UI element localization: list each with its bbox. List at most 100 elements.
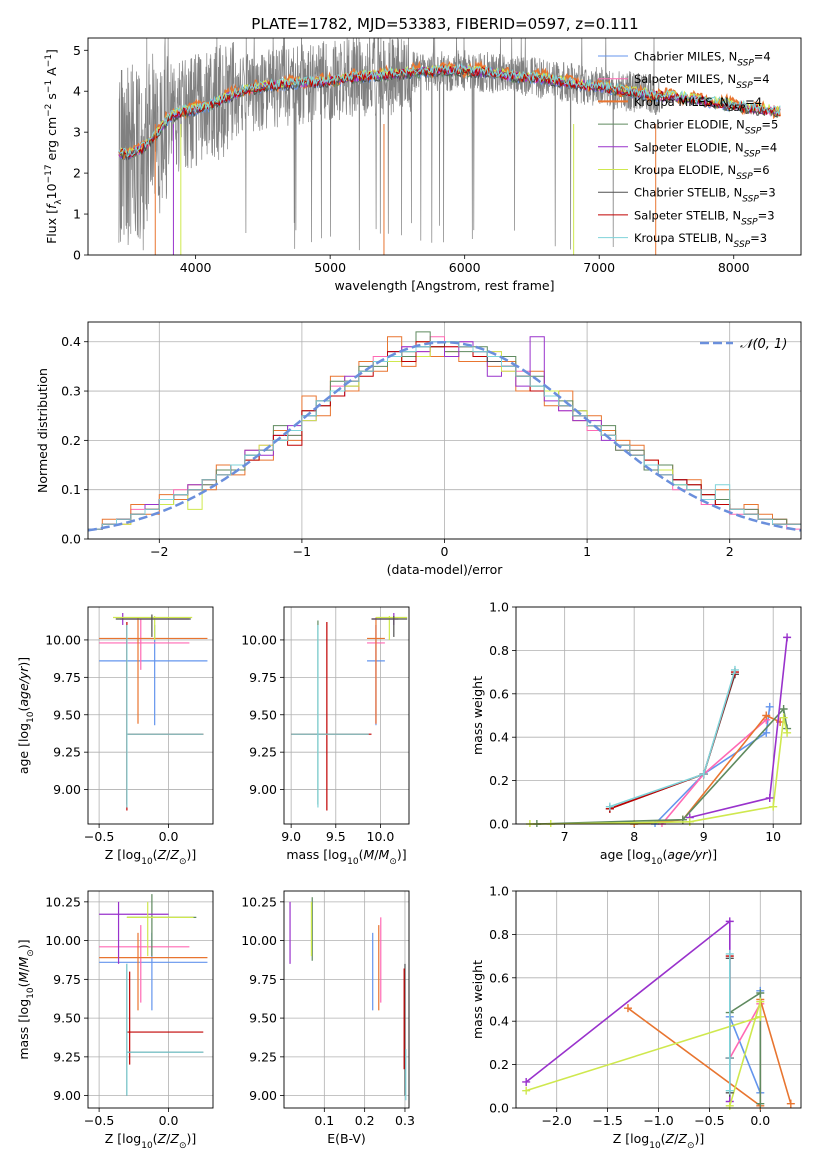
weight-series-line [525,1001,762,1107]
panel-plot-area [525,633,792,827]
legend-entry-label-part: =3 [759,186,776,200]
axes-frame [87,890,214,1109]
x-axis-label-part: Z [log [105,847,141,862]
legend-entry-label-part: SSP [741,217,758,227]
x-axis-label-part: age [log [600,847,651,862]
y-tick-label: 10.00 [45,933,81,948]
mass-vs-EBV-panel: 0.1 0.2 0.3 9.00 9.25 9.50 9.75 10.00 10.25 E(B-V… [241,890,415,1146]
y-axis-label-part: 10 [44,183,59,199]
legend-entry-label-part: Kroupa MILES, N [634,95,729,109]
legend-entry-label-part: Kroupa STELIB, N [634,231,734,245]
weight-series-line [729,1003,761,1059]
y-tick-label: 1.0 [489,884,509,899]
legend-entry-label-part: =4 [745,95,762,109]
y-axis-label: mass weight [470,676,485,755]
x-axis-label-part: / [374,847,379,862]
x-axis-label-part: M [364,847,375,862]
y-axis-label-part: M [16,972,31,983]
spectrum-panel: 4000 5000 6000 7000 8000 0 1 2 3 4 5 wavelength [An… [44,37,802,293]
plots-layer: 4000 5000 6000 7000 8000 0 1 2 3 4 5 wavelength [An… [16,37,802,1151]
x-tick-label: 4000 [180,260,212,275]
weight-point-marker [725,1054,734,1063]
y-axis-label: Normed distribution [35,368,50,493]
x-axis-label-part: / [674,1131,679,1146]
x-tick-label: 0 [441,544,449,559]
legend-entry-label-part: Chabrier MILES, N [634,50,737,64]
weight-point-marker [756,988,765,997]
y-tick-label: 0.4 [489,730,509,745]
x-axis-label-part: ⊙ [179,857,187,867]
y-tick-label: 0.2 [61,433,81,448]
legend-entry-label-part: SSP [736,172,753,182]
x-axis-label-part: ⊙ [389,857,397,867]
weight-point-marker [725,1086,734,1095]
x-axis-label-part: )] [707,847,717,862]
y-axis-label-part: 10 [26,711,36,723]
x-axis-label-part: )] [694,1131,704,1146]
weight-point-marker [522,1077,531,1086]
y-tick-label: 9.25 [53,745,81,760]
model-spectrum-line [118,65,781,158]
x-tick-label: 9.0 [281,829,301,844]
axes-frame [87,606,214,825]
panel-plot-area [99,612,208,811]
weight-point-marker [756,997,765,1006]
y-tick-label: 10.00 [45,632,81,647]
panel-plot-area [291,612,408,811]
y-tick-label: 3 [73,125,81,140]
y-tick-label: 9.00 [53,782,81,797]
legend-entry-label-part: =6 [753,163,770,177]
legend-entry-label-part: SSP [729,104,746,114]
y-tick-label: 9.75 [53,972,81,987]
y-tick-label: 9.50 [53,707,81,722]
y-tick-label: 9.00 [53,1088,81,1103]
legend-entry-label-part: SSP [736,81,753,91]
weight-series-line [536,707,788,825]
y-tick-label: 0.2 [489,1057,509,1072]
y-axis-label: mass weight [470,960,485,1039]
y-axis-label-part: mass [log [16,999,31,1060]
legend-entry-label: Chabrier MILES, NSSP=4 [634,50,771,69]
legend-entry-label-part: Salpeter STELIB, N [634,208,741,222]
x-tick-label: −2.0 [542,1113,572,1128]
y-axis-label-part: 10 [26,987,36,999]
x-axis-label-part: Z [169,1131,179,1146]
x-axis-label-part: 10 [347,857,359,867]
x-tick-label: 0.3 [395,1113,415,1128]
axes-frame [515,606,802,825]
axes-frame [515,890,802,1109]
weight-point-marker [762,728,771,737]
legend-entry-label: Chabrier STELIB, NSSP=3 [634,186,776,205]
x-axis-label-part: ( [661,1131,666,1146]
y-axis-label-part: ( [16,707,31,712]
x-tick-label: 0.0 [159,1113,179,1128]
y-tick-label: 0.4 [61,334,81,349]
legend-entry-label-part: =5 [761,118,778,132]
panel-plot-area [99,894,208,1096]
x-tick-label: 7 [561,829,569,844]
legend-entry-label-part: SSP [744,149,761,159]
axes-frame [87,37,802,256]
y-axis-label-part: λ [54,199,64,205]
weight-point-marker [762,711,771,720]
x-tick-label: 6000 [449,260,481,275]
y-tick-label: 0.4 [489,1014,509,1029]
y-axis-label: mass [log10(M/M⊙)] [16,939,36,1059]
weight-point-marker [783,633,792,642]
spectrum-plot-area [118,38,781,255]
x-axis-label-part: 10 [141,1141,153,1151]
x-tick-label: −0.5 [694,1113,724,1128]
y-axis-label-part: erg cm [44,117,59,165]
x-axis-label-part: age/yr [667,847,708,862]
y-axis-label-part: / [16,967,31,972]
x-axis-label-part: Z [169,847,179,862]
weight-point-marker [623,1004,632,1013]
x-tick-label: −2 [150,544,168,559]
y-tick-label: 0.0 [61,532,81,547]
legend-entry-label-part: SSP [737,59,754,69]
legend-entry-label-part: Salpeter ELODIE, N [634,140,744,154]
y-tick-label: 9.75 [249,670,277,685]
x-tick-label: 9.5 [326,829,346,844]
